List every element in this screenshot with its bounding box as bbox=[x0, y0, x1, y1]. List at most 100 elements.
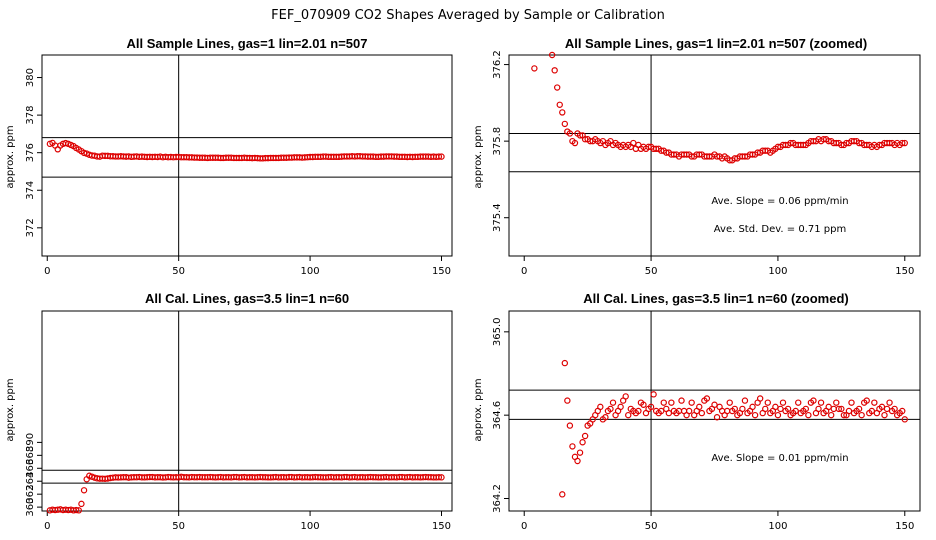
data-point bbox=[723, 407, 731, 415]
data-point bbox=[756, 395, 764, 402]
panel-sample-lines-zoomed: All Sample Lines, gas=1 lin=2.01 n=507 (… bbox=[473, 36, 921, 277]
x-tick-label: 150 bbox=[432, 266, 451, 277]
panel-cal-lines: All Cal. Lines, gas=3.5 lin=1 n=60 appro… bbox=[5, 291, 453, 532]
data-point bbox=[685, 407, 693, 415]
data-point bbox=[838, 405, 845, 413]
data-point bbox=[795, 399, 802, 406]
panel-title: All Cal. Lines, gas=3.5 lin=1 n=60 (zoom… bbox=[583, 291, 849, 306]
data-point bbox=[571, 139, 579, 147]
data-point bbox=[698, 409, 706, 417]
data-point bbox=[878, 403, 886, 411]
data-point bbox=[80, 487, 88, 494]
x-tick-label: 50 bbox=[172, 521, 185, 532]
data-point bbox=[72, 506, 80, 514]
data-point bbox=[548, 51, 556, 59]
x-tick-label: 50 bbox=[645, 521, 658, 532]
data-point bbox=[668, 399, 675, 406]
data-point bbox=[658, 407, 665, 415]
data-point bbox=[713, 414, 721, 421]
data-point bbox=[833, 399, 840, 406]
data-point bbox=[435, 474, 443, 481]
x-tick-label: 100 bbox=[768, 266, 787, 277]
data-point bbox=[574, 457, 581, 465]
data-point bbox=[731, 405, 738, 413]
data-point bbox=[739, 405, 746, 413]
data-point bbox=[696, 403, 703, 411]
data-point bbox=[868, 407, 875, 415]
data-point bbox=[901, 139, 908, 147]
y-tick-label: 364.6 bbox=[492, 401, 503, 430]
data-point bbox=[751, 411, 759, 419]
data-point bbox=[559, 491, 566, 498]
y-tick-label: 368 bbox=[25, 446, 36, 465]
data-point bbox=[835, 405, 843, 413]
data-point bbox=[858, 411, 865, 419]
data-point bbox=[75, 507, 82, 514]
data-point bbox=[576, 132, 584, 139]
data-point bbox=[78, 500, 85, 508]
data-point bbox=[438, 474, 445, 481]
data-point bbox=[817, 399, 825, 406]
y-tick-label: 374 bbox=[25, 181, 36, 200]
data-point bbox=[640, 401, 647, 408]
data-point bbox=[703, 395, 711, 402]
data-point bbox=[602, 414, 609, 421]
plot-frame bbox=[41, 310, 453, 512]
y-tick-label: 375.4 bbox=[492, 203, 503, 232]
data-point bbox=[830, 405, 837, 413]
plot-frame bbox=[508, 54, 921, 257]
y-tick-label: 364 bbox=[25, 472, 36, 491]
data-point bbox=[777, 405, 784, 413]
data-point bbox=[561, 359, 569, 367]
data-point bbox=[564, 397, 571, 404]
x-tick-label: 0 bbox=[521, 266, 527, 277]
data-point bbox=[566, 422, 574, 429]
data-point bbox=[80, 149, 88, 157]
data-point bbox=[899, 139, 906, 147]
data-point bbox=[802, 405, 810, 413]
data-point bbox=[855, 405, 863, 413]
data-point bbox=[840, 411, 848, 419]
data-point bbox=[848, 399, 855, 406]
panel-title: All Sample Lines, gas=1 lin=2.01 n=507 (… bbox=[565, 36, 867, 51]
data-point bbox=[779, 399, 787, 406]
data-point bbox=[784, 405, 792, 413]
data-point bbox=[828, 411, 835, 419]
data-point bbox=[688, 399, 695, 406]
data-point bbox=[741, 397, 749, 404]
data-point bbox=[764, 399, 771, 406]
annotation-slope: Ave. Slope = 0.06 ppm/min bbox=[711, 196, 848, 207]
y-tick-label: 375.8 bbox=[492, 127, 503, 156]
data-point bbox=[531, 65, 538, 72]
page-title: FEF_070909 CO2 Shapes Averaged by Sample… bbox=[271, 8, 665, 23]
data-point bbox=[863, 397, 870, 404]
data-point bbox=[792, 407, 799, 415]
y-tick-label: 376.2 bbox=[492, 50, 503, 79]
data-point bbox=[559, 109, 566, 116]
data-point bbox=[762, 405, 769, 413]
data-point bbox=[556, 101, 563, 108]
data-point bbox=[810, 397, 817, 404]
data-point bbox=[901, 416, 908, 423]
data-point bbox=[665, 409, 673, 417]
data-point bbox=[825, 403, 832, 411]
data-point bbox=[569, 443, 576, 450]
data-point bbox=[805, 411, 812, 419]
y-tick-label: 378 bbox=[25, 106, 36, 125]
x-tick-label: 100 bbox=[301, 266, 320, 277]
x-tick-label: 50 bbox=[172, 266, 185, 277]
x-tick-label: 150 bbox=[895, 266, 914, 277]
data-point bbox=[609, 399, 617, 406]
y-tick-label: 390 bbox=[25, 433, 36, 452]
panel-sample-lines: All Sample Lines, gas=1 lin=2.01 n=507 a… bbox=[5, 36, 453, 277]
y-tick-label: 360 bbox=[25, 498, 36, 517]
data-point bbox=[551, 67, 558, 74]
data-point bbox=[886, 399, 893, 406]
y-tick-label: 380 bbox=[25, 68, 36, 87]
y-tick-label: 372 bbox=[25, 218, 36, 237]
data-point bbox=[630, 139, 637, 147]
data-point bbox=[581, 432, 589, 440]
data-point bbox=[772, 403, 779, 411]
